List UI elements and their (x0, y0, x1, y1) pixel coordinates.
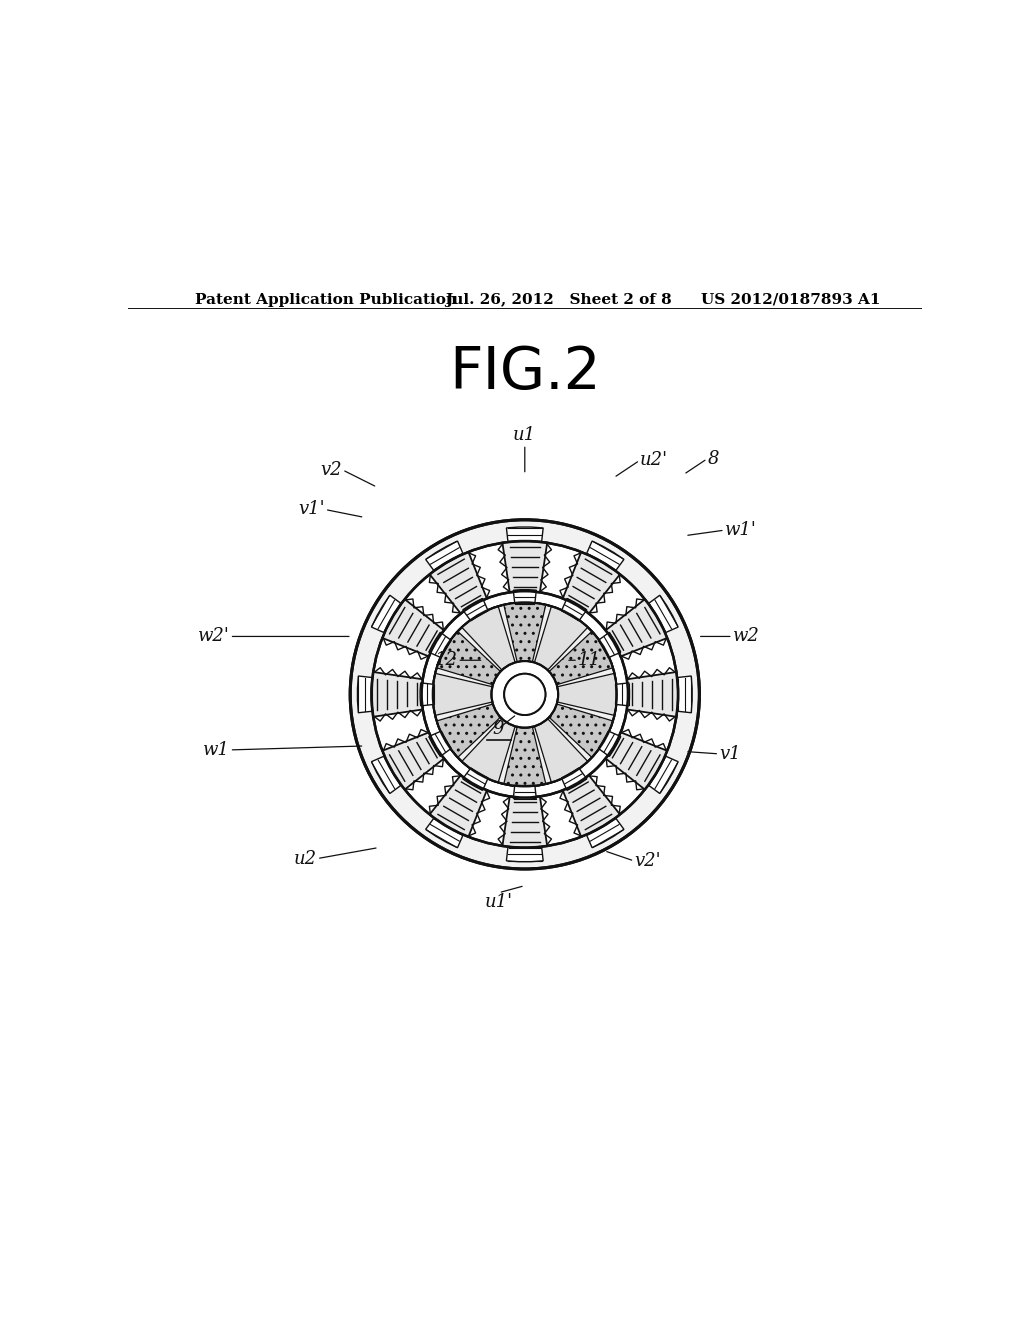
Text: v2': v2' (634, 851, 660, 870)
Wedge shape (433, 673, 493, 715)
Polygon shape (382, 733, 444, 789)
Wedge shape (549, 631, 613, 685)
Polygon shape (420, 682, 434, 706)
Polygon shape (587, 818, 624, 847)
Text: 12: 12 (434, 651, 458, 669)
Wedge shape (436, 704, 501, 758)
Polygon shape (513, 785, 537, 799)
Polygon shape (563, 552, 620, 614)
Circle shape (492, 661, 558, 727)
Polygon shape (605, 599, 668, 656)
Text: w1: w1 (203, 741, 229, 759)
Text: u2': u2' (640, 451, 668, 470)
Text: u2: u2 (294, 850, 316, 867)
Polygon shape (587, 541, 624, 570)
Circle shape (350, 520, 699, 869)
Polygon shape (430, 775, 486, 837)
Polygon shape (615, 682, 630, 706)
Polygon shape (598, 632, 621, 657)
Polygon shape (372, 595, 400, 632)
Text: v1: v1 (719, 744, 740, 763)
Polygon shape (426, 541, 463, 570)
Polygon shape (463, 768, 488, 791)
Polygon shape (503, 796, 547, 847)
Text: u1: u1 (513, 426, 537, 445)
Circle shape (422, 591, 628, 797)
Polygon shape (649, 595, 678, 632)
Circle shape (492, 661, 558, 727)
Wedge shape (436, 631, 501, 685)
Text: w2': w2' (198, 627, 229, 645)
Polygon shape (507, 847, 543, 862)
Polygon shape (605, 733, 668, 789)
Polygon shape (563, 775, 620, 837)
Text: 8: 8 (708, 450, 719, 467)
Text: 9: 9 (493, 719, 505, 738)
Polygon shape (429, 632, 452, 657)
Wedge shape (549, 704, 613, 758)
Polygon shape (678, 676, 692, 713)
Wedge shape (462, 718, 515, 783)
Wedge shape (504, 727, 546, 787)
Polygon shape (649, 756, 678, 793)
Polygon shape (426, 818, 463, 847)
Polygon shape (382, 599, 444, 656)
Circle shape (504, 673, 546, 715)
Polygon shape (463, 598, 488, 620)
Text: 11: 11 (578, 651, 601, 669)
Wedge shape (535, 718, 588, 783)
Text: Patent Application Publication: Patent Application Publication (196, 293, 458, 308)
Polygon shape (507, 527, 543, 541)
Circle shape (504, 673, 546, 715)
Text: v2: v2 (321, 461, 342, 479)
Circle shape (372, 541, 678, 847)
Circle shape (504, 673, 546, 715)
Text: w2: w2 (733, 627, 760, 645)
Polygon shape (503, 541, 547, 593)
Polygon shape (561, 768, 587, 791)
Text: FIG.2: FIG.2 (449, 345, 601, 401)
Polygon shape (372, 756, 400, 793)
Text: w1': w1' (725, 521, 757, 539)
Wedge shape (504, 602, 546, 661)
Circle shape (433, 602, 616, 787)
Text: US 2012/0187893 A1: US 2012/0187893 A1 (701, 293, 881, 308)
Polygon shape (357, 676, 372, 713)
Wedge shape (462, 606, 515, 671)
Wedge shape (535, 606, 588, 671)
Text: v1': v1' (298, 500, 325, 519)
Polygon shape (372, 672, 423, 717)
Polygon shape (513, 590, 537, 603)
Polygon shape (627, 672, 678, 717)
Polygon shape (430, 552, 486, 614)
Polygon shape (429, 731, 452, 756)
Polygon shape (561, 598, 587, 620)
Wedge shape (557, 673, 616, 715)
Text: Jul. 26, 2012   Sheet 2 of 8: Jul. 26, 2012 Sheet 2 of 8 (445, 293, 672, 308)
Text: u1': u1' (484, 892, 513, 911)
Polygon shape (598, 731, 621, 756)
